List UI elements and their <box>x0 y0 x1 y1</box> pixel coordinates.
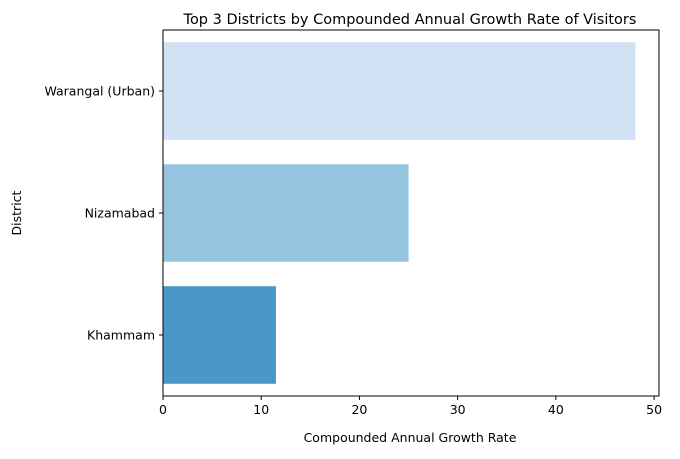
chart-title: Top 3 Districts by Compounded Annual Gro… <box>183 12 637 28</box>
x-tick-label-4: 40 <box>548 402 564 417</box>
bar-2 <box>163 286 276 384</box>
y-tick-label-1: Nizamabad <box>85 206 155 221</box>
x-tick-label-3: 30 <box>450 402 466 417</box>
y-tick-label-2: Khammam <box>87 328 155 343</box>
x-tick-label-2: 20 <box>351 402 367 417</box>
plot-area: Warangal (Urban) Nizamabad Khammam 0 10 20 30 4… <box>44 42 662 417</box>
y-axis-label: District <box>9 190 24 235</box>
x-tick-label-0: 0 <box>159 402 167 417</box>
x-axis-label: Compounded Annual Growth Rate <box>304 430 517 445</box>
plot-frame <box>162 29 660 397</box>
x-tick-label-1: 10 <box>253 402 269 417</box>
x-tick-label-5: 50 <box>646 402 662 417</box>
bar-1 <box>163 164 409 262</box>
bar-0 <box>163 42 636 140</box>
y-tick-label-0: Warangal (Urban) <box>44 84 155 99</box>
